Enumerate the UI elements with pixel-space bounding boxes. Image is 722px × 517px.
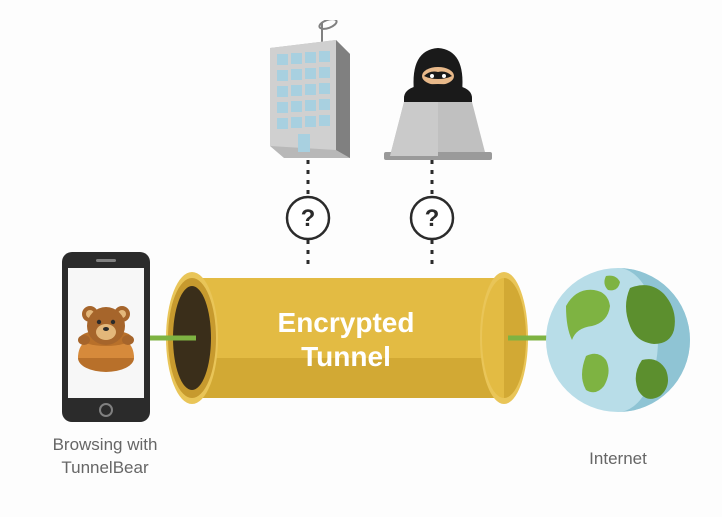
phone-caption-text: Browsing with TunnelBear [53, 435, 158, 477]
diagram-canvas: Encrypted Tunnel [0, 0, 722, 517]
tunnel-label-line1: Encrypted Tunnel [278, 307, 415, 372]
building-icon [264, 20, 356, 160]
bear-icon [78, 306, 134, 372]
question-bubble-2: ? [408, 194, 456, 242]
question-bubble-1: ? [284, 194, 332, 242]
phone-caption: Browsing with TunnelBear [0, 434, 210, 480]
svg-text:?: ? [301, 205, 316, 232]
internet-caption-text: Internet [589, 449, 647, 468]
hacker-icon [374, 36, 500, 162]
internet-caption: Internet [548, 448, 688, 471]
svg-text:?: ? [425, 205, 440, 232]
tunnel-label: Encrypted Tunnel [216, 306, 476, 373]
phone-device [62, 252, 150, 422]
globe-icon [546, 268, 690, 412]
